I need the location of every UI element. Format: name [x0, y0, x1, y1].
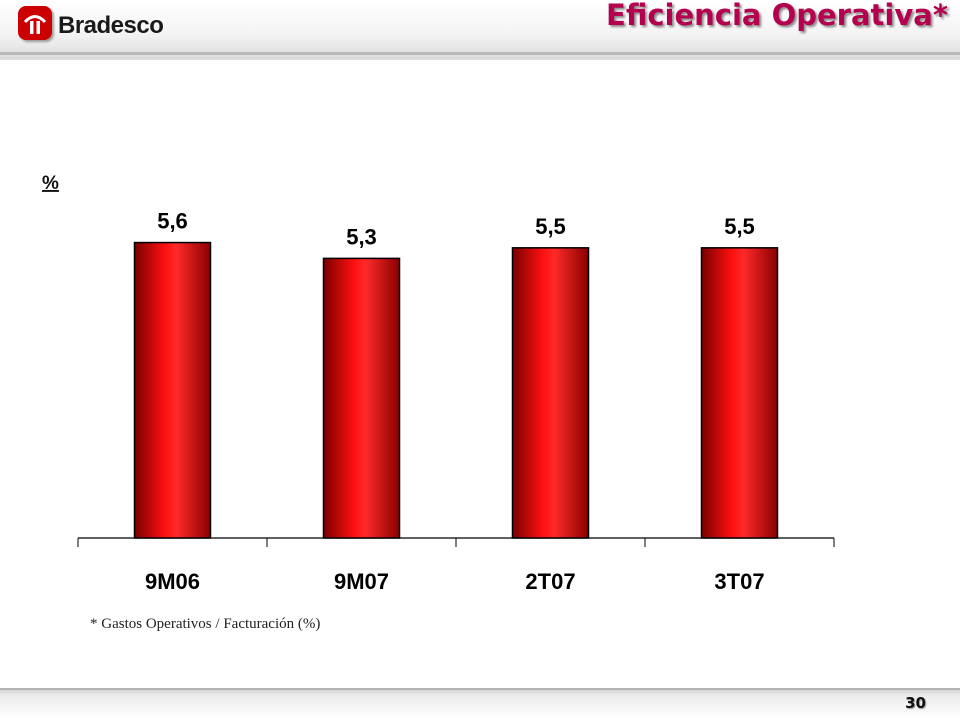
- category-label: 9M07: [334, 569, 389, 594]
- slide-title: Eficiencia Operativa*: [606, 0, 948, 32]
- footer-bar: [0, 688, 960, 720]
- footnote: * Gastos Operativos / Facturación (%): [90, 616, 321, 632]
- data-label: 5,5: [535, 214, 566, 239]
- data-label: 5,6: [157, 209, 188, 234]
- bar-9m07: [322, 257, 401, 539]
- data-label: 5,5: [724, 214, 755, 239]
- category-label: 9M06: [145, 569, 200, 594]
- bradesco-tree-icon: [18, 6, 52, 40]
- bar-2t07: [511, 247, 590, 539]
- category-label: 2T07: [525, 569, 575, 594]
- bar-chart: % 5,6 5,3 5,5 5,5 9M06 9M07 2T07 3T07: [42, 173, 835, 594]
- bar-9m06: [133, 241, 212, 539]
- category-label: 3T07: [714, 569, 764, 594]
- header-bar: [0, 0, 960, 60]
- header-divider-thin: [0, 57, 960, 58]
- bar-3t07: [700, 247, 779, 539]
- y-unit-label: %: [42, 173, 59, 194]
- brand-name: Bradesco: [58, 12, 164, 39]
- data-label: 5,3: [346, 224, 377, 249]
- page-number: 30: [905, 694, 926, 712]
- bradesco-logo: Bradesco: [14, 3, 184, 47]
- header-divider: [0, 52, 960, 55]
- footer-divider: [0, 688, 960, 690]
